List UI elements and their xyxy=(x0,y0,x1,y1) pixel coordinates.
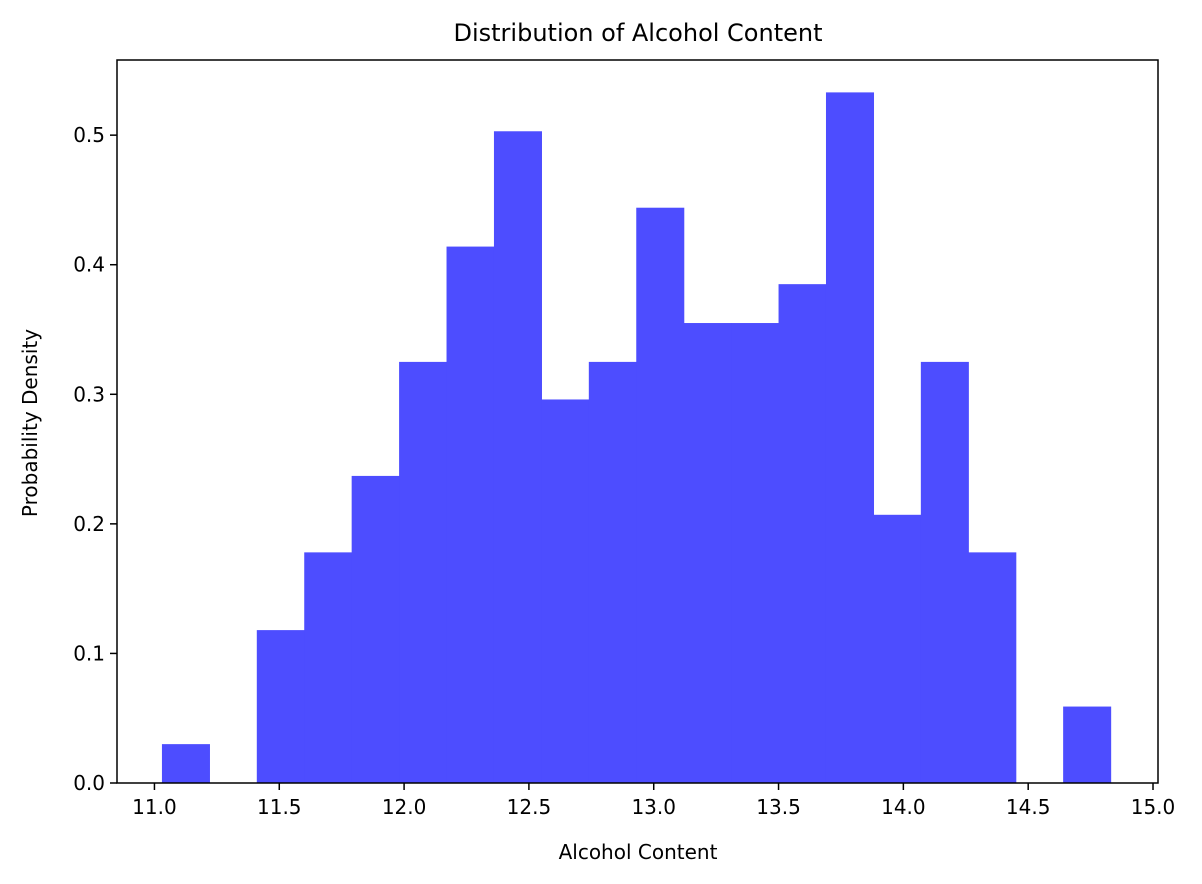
y-tick-label: 0.0 xyxy=(73,771,105,795)
bars-group xyxy=(161,92,1112,784)
y-axis-ticks: 0.0 0.1 0.2 0.3 0.4 0.5 xyxy=(73,123,117,795)
y-tick-label: 0.2 xyxy=(73,512,105,536)
y-axis-label: Probability Density xyxy=(18,329,42,517)
x-tick-label: 13.5 xyxy=(756,795,801,819)
histogram-bar-10 xyxy=(636,207,685,784)
x-tick-label: 11.5 xyxy=(257,795,302,819)
histogram-bar-0 xyxy=(161,744,210,783)
chart-title: Distribution of Alcohol Content xyxy=(453,19,822,47)
x-tick-label: 14.0 xyxy=(881,795,926,819)
histogram-bar-4 xyxy=(351,475,400,783)
histogram-bar-7 xyxy=(493,131,542,784)
histogram-bar-5 xyxy=(399,361,448,783)
y-tick-label: 0.1 xyxy=(73,641,105,665)
x-axis-ticks: 11.0 11.5 12.0 12.5 13.0 13.5 14.0 14.5 15.0 xyxy=(132,783,1175,819)
x-tick-label: 13.0 xyxy=(631,795,676,819)
x-axis-label: Alcohol Content xyxy=(559,840,718,864)
histogram-bar-19 xyxy=(1063,706,1112,783)
y-tick-label: 0.4 xyxy=(73,253,105,277)
histogram-bar-17 xyxy=(968,552,1017,783)
x-tick-label: 11.0 xyxy=(132,795,177,819)
histogram-bar-3 xyxy=(304,552,353,783)
x-tick-label: 12.5 xyxy=(507,795,552,819)
histogram-bar-11 xyxy=(683,323,732,783)
histogram-bar-6 xyxy=(446,246,495,784)
histogram-bar-15 xyxy=(873,514,922,783)
histogram-bar-14 xyxy=(825,92,875,784)
histogram-bar-8 xyxy=(541,399,590,783)
plot-frame xyxy=(116,59,1159,784)
histogram-bar-9 xyxy=(588,361,637,783)
y-tick-label: 0.3 xyxy=(73,382,105,406)
y-tick-label: 0.5 xyxy=(73,123,105,147)
histogram-bar-13 xyxy=(778,284,827,783)
histogram-bar-16 xyxy=(920,361,969,783)
x-tick-label: 12.0 xyxy=(382,795,427,819)
histogram-bar-2 xyxy=(256,630,305,783)
x-tick-label: 15.0 xyxy=(1131,795,1176,819)
histogram-bar-12 xyxy=(731,323,780,783)
x-tick-label: 14.5 xyxy=(1006,795,1051,819)
